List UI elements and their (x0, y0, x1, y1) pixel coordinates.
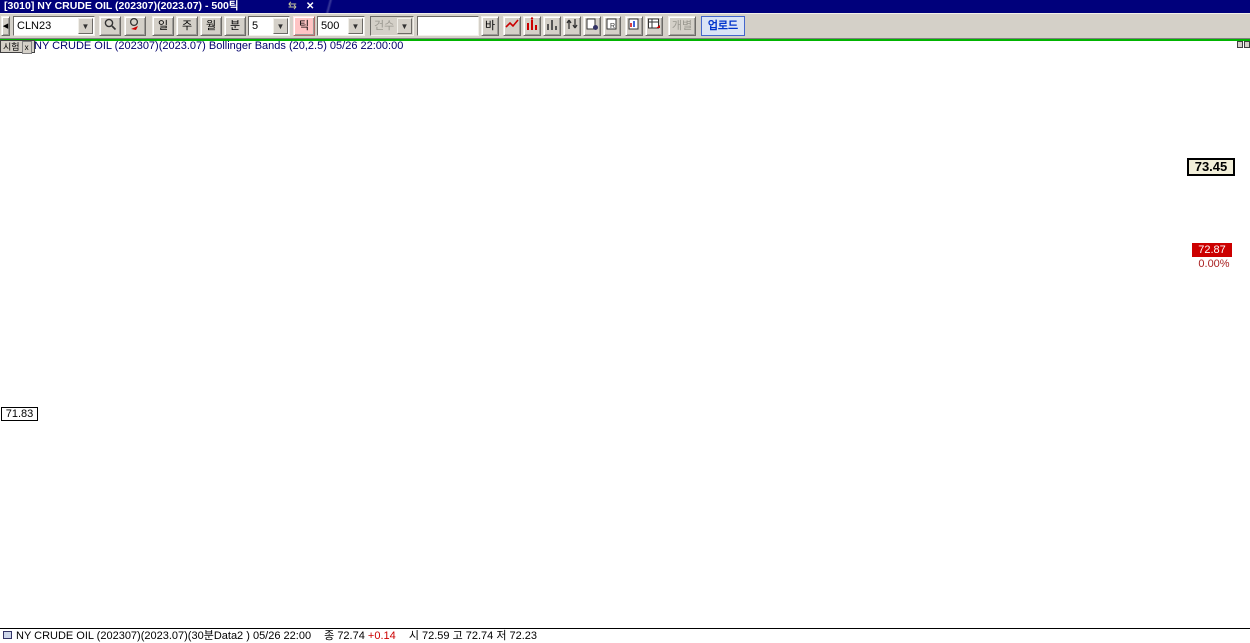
table-grid-button[interactable] (645, 16, 663, 36)
gray-bars-button[interactable] (543, 16, 561, 36)
chevron-down-icon: ▼ (397, 18, 412, 34)
search-button[interactable] (99, 16, 121, 36)
period-day-button[interactable]: 일 (152, 16, 174, 36)
minute-value: 5 (252, 20, 259, 32)
red-bars-button[interactable] (523, 16, 541, 36)
line-chart-icon (505, 19, 519, 28)
chart-header-title: NY CRUDE OIL (202307)(2023.07) Bollinger… (34, 40, 404, 52)
period-tick-button[interactable]: 틱 (293, 16, 315, 36)
period-week-button[interactable]: 주 (176, 16, 198, 36)
updown-arrows-icon (566, 19, 578, 29)
report-page-button[interactable]: R (603, 16, 621, 36)
period-month-button[interactable]: 월 (200, 16, 222, 36)
chart-tab-close-icon[interactable]: x (21, 41, 32, 54)
status-instrument: NY CRUDE OIL (202307)(2023.07)(30분Data2 … (16, 630, 312, 642)
upload-button[interactable]: 업로드 (701, 16, 745, 36)
search-arrow-icon (129, 17, 138, 30)
svg-text:R: R (610, 23, 615, 30)
minute-combobox[interactable]: 5 ▼ (248, 16, 290, 36)
restore-icon[interactable] (1244, 41, 1250, 48)
count-label: 건수 (374, 20, 395, 32)
chevron-down-icon[interactable]: ▼ (273, 18, 288, 34)
change-percent-label: 0.00% (1198, 258, 1230, 270)
close-icon[interactable]: ✕ (306, 1, 315, 12)
page-icon (586, 18, 598, 30)
page-r-icon: R (606, 18, 617, 30)
chart-toolbar: ◂ CLN23 ▼ 일 주 월 분 5 ▼ 틱 500 ▼ 건수 ▼ 바 (0, 13, 1250, 39)
status-window-icon[interactable] (3, 631, 12, 639)
status-bar: NY CRUDE OIL (202307)(2023.07)(30분Data2 … (0, 628, 1250, 643)
individual-button-disabled: 개별 (668, 16, 696, 36)
alert-price-label: 73.45 (1187, 158, 1235, 176)
status-ohl: 시 72.59 고 72.74 저 72.23 (408, 630, 538, 642)
tick-value: 500 (321, 20, 340, 32)
gray-bars-icon (547, 20, 557, 30)
line-chart-button[interactable] (503, 16, 521, 36)
tick-combobox[interactable]: 500 ▼ (317, 16, 365, 36)
swap-icon[interactable]: ⇆ (288, 0, 297, 12)
chart-tab-label: 시험 (3, 42, 20, 52)
count-input[interactable] (417, 16, 479, 36)
minimize-icon[interactable] (1237, 41, 1243, 48)
title-bar: [3010] NY CRUDE OIL (202307)(2023.07) - … (0, 0, 1250, 13)
scroll-left-icon[interactable]: ◂ (1, 16, 10, 36)
status-change: +0.14 (367, 630, 396, 642)
price-chart[interactable] (0, 38, 1250, 628)
sort-updown-button[interactable] (563, 16, 581, 36)
titlebar-slant (320, 0, 338, 13)
window-title: [3010] NY CRUDE OIL (202307)(2023.07) - … (4, 0, 239, 12)
chart-corner-icons[interactable] (1236, 41, 1250, 48)
current-price-label: 72.87 (1192, 243, 1232, 257)
doc-chart-button[interactable] (625, 16, 643, 36)
period-minute-button[interactable]: 분 (224, 16, 246, 36)
count-combobox-disabled: 건수 ▼ (370, 16, 414, 36)
copy-page-button[interactable] (583, 16, 601, 36)
search-jump-button[interactable] (124, 16, 146, 36)
chevron-down-icon[interactable]: ▼ (78, 18, 93, 34)
chart-top-border (0, 39, 1250, 41)
status-close: 종 72.74 +0.14 (324, 630, 396, 642)
search-icon (104, 18, 117, 31)
bar-button[interactable]: 바 (481, 16, 499, 36)
symbol-value: CLN23 (17, 20, 52, 32)
symbol-combobox[interactable]: CLN23 ▼ (13, 16, 95, 36)
table-grid-icon (648, 18, 660, 29)
position-price-label: 71.83 (1, 407, 38, 421)
chevron-down-icon[interactable]: ▼ (348, 18, 363, 34)
doc-chart-icon (628, 18, 639, 30)
red-bars-icon (527, 17, 537, 30)
chart-tab[interactable]: 시험 x (0, 40, 35, 54)
